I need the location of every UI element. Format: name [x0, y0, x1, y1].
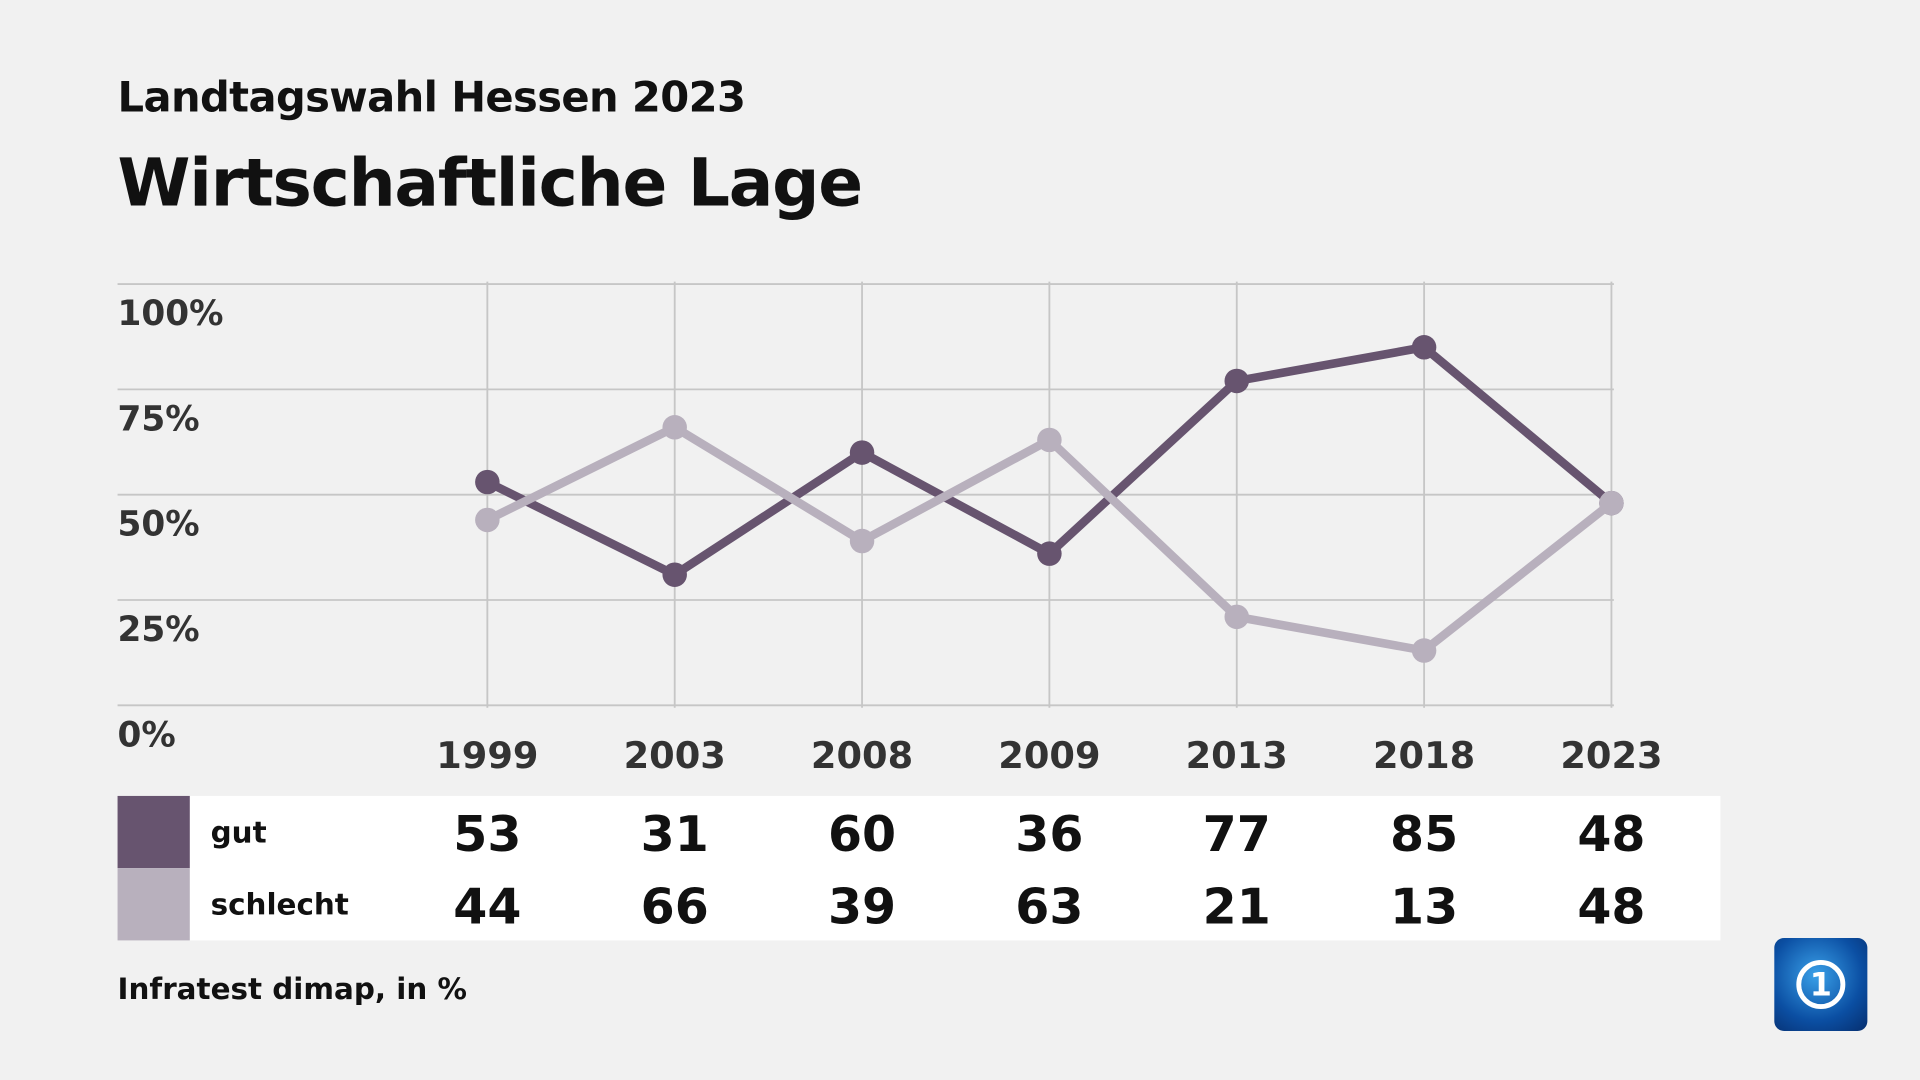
data-label-gut: 36 — [1015, 806, 1084, 863]
x-tick-label: 2008 — [810, 734, 914, 778]
legend-label-schlecht: schlecht — [210, 887, 349, 922]
data-label-schlecht: 44 — [453, 878, 522, 935]
tagesschau-logo-icon: 1 — [1774, 937, 1868, 1032]
data-label-gut: 85 — [1390, 806, 1459, 863]
data-point-gut — [1037, 541, 1062, 566]
y-tick-label: 0% — [117, 714, 176, 755]
y-tick-label: 100% — [117, 293, 224, 334]
y-tick-label: 75% — [117, 398, 200, 439]
svg-text:1: 1 — [1810, 966, 1832, 1004]
data-label-schlecht: 21 — [1202, 878, 1271, 935]
data-point-gut — [475, 469, 500, 495]
data-point-schlecht — [849, 528, 875, 554]
data-label-schlecht: 48 — [1577, 878, 1646, 935]
y-tick-label: 25% — [117, 609, 200, 650]
chart-subtitle: Landtagswahl Hessen 2023 — [117, 73, 746, 123]
legend-swatch-gut — [117, 795, 190, 869]
x-tick-label: 2023 — [1560, 734, 1663, 778]
data-point-gut — [662, 562, 687, 587]
source-note: Infratest dimap, in % — [117, 972, 467, 1007]
data-point-schlecht — [1411, 638, 1437, 663]
data-point-gut — [849, 440, 875, 465]
data-label-schlecht: 66 — [640, 878, 709, 935]
legend-label-gut: gut — [210, 814, 267, 850]
data-label-gut: 77 — [1202, 806, 1271, 863]
data-point-schlecht — [1599, 490, 1624, 516]
data-point-schlecht — [475, 507, 500, 533]
y-tick-label: 50% — [117, 503, 200, 545]
x-tick-label: 2018 — [1372, 734, 1476, 778]
x-tick-label: 2003 — [623, 734, 726, 778]
x-tick-label: 2013 — [1185, 734, 1288, 778]
data-point-schlecht — [1037, 427, 1062, 453]
x-tick-label: 1999 — [436, 734, 539, 778]
data-point-schlecht — [1224, 604, 1249, 630]
data-label-gut: 48 — [1577, 806, 1646, 863]
data-label-schlecht: 39 — [827, 878, 897, 935]
data-label-gut: 53 — [453, 806, 522, 863]
data-point-gut — [1411, 335, 1437, 360]
x-tick-label: 2009 — [998, 734, 1101, 778]
data-label-gut: 31 — [640, 806, 709, 863]
legend-data-table: gut 53 31 60 36 77 85 48 schlecht 44 66 39 63 21 13 48 — [117, 795, 1721, 941]
chart-title: Wirtschaftliche Lage — [117, 144, 864, 222]
legend-swatch-schlecht — [117, 868, 190, 941]
data-label-schlecht: 13 — [1390, 878, 1459, 935]
data-label-schlecht: 63 — [1015, 878, 1084, 935]
data-label-gut: 60 — [827, 806, 897, 863]
data-point-gut — [1224, 368, 1249, 394]
data-point-schlecht — [662, 415, 687, 440]
